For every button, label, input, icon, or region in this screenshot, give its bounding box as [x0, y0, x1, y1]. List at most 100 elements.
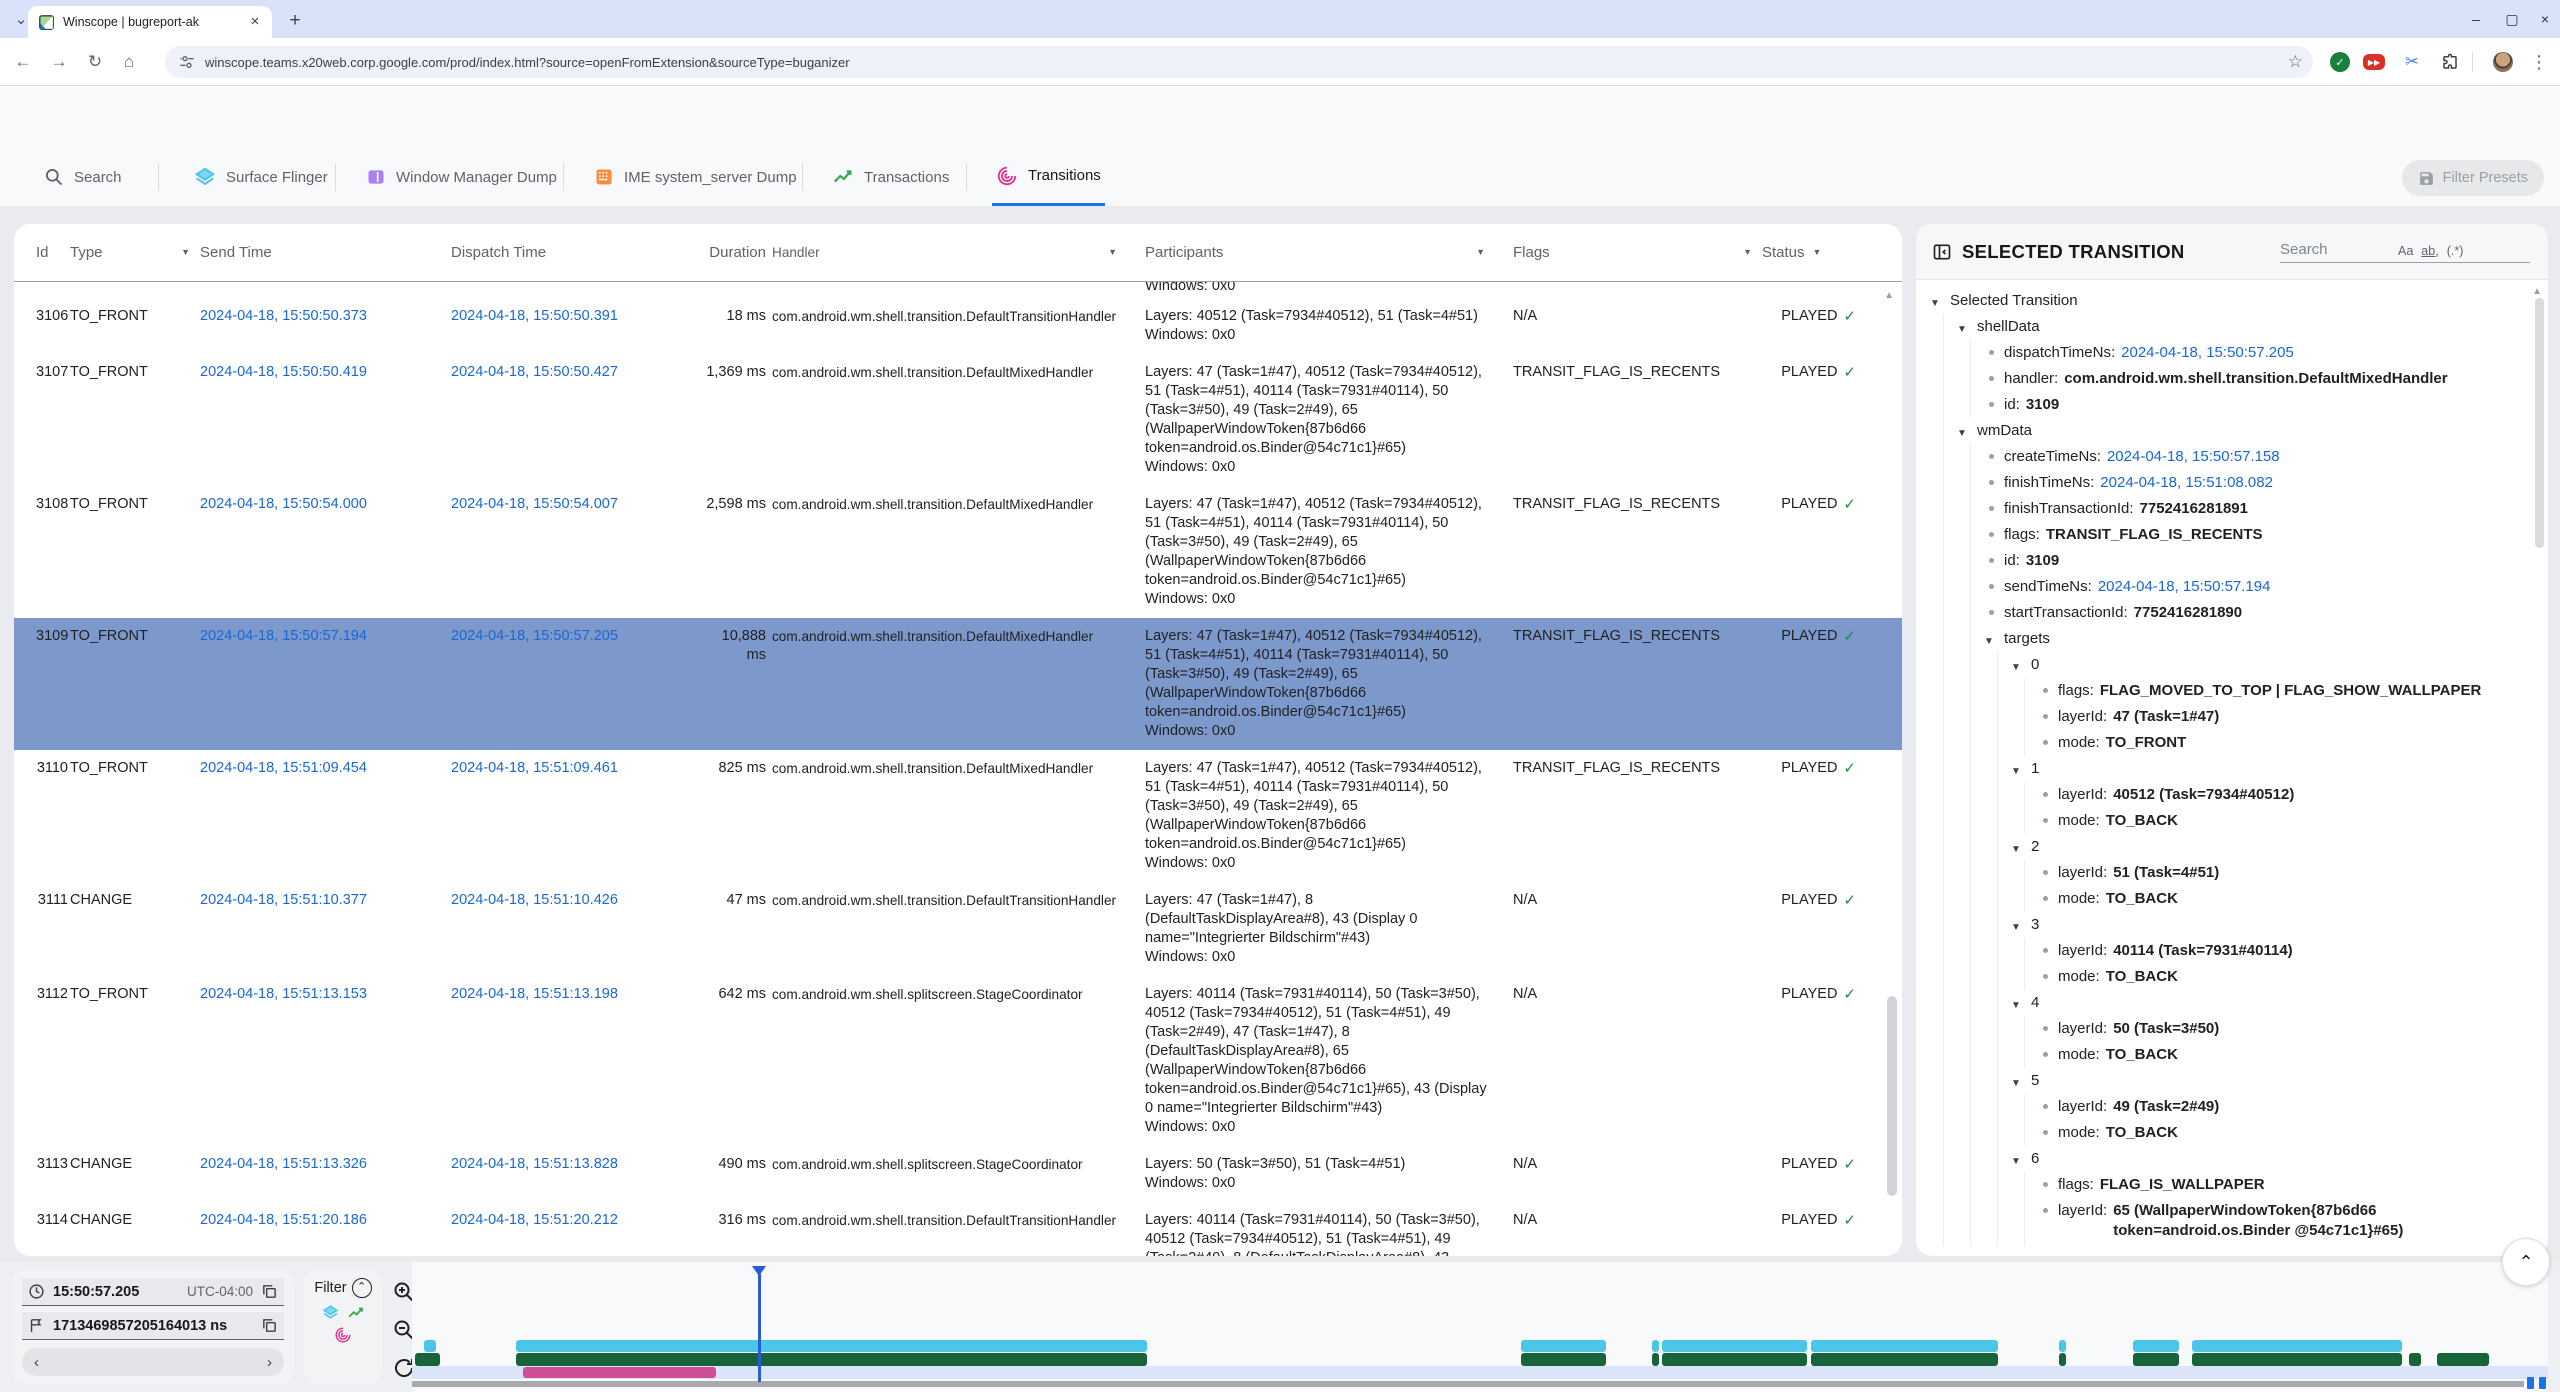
- timeline-segment-surface-flinger[interactable]: [516, 1340, 1147, 1352]
- sort-filter-arrow-icon[interactable]: ▼: [1108, 247, 1117, 257]
- timeline-segment-surface-flinger[interactable]: [2059, 1340, 2066, 1352]
- timeline-segment-surface-flinger[interactable]: [1811, 1340, 1998, 1352]
- extension-play-icon[interactable]: ▶▶: [2362, 50, 2386, 74]
- tab-close-icon[interactable]: ×: [250, 13, 260, 30]
- cell-disp[interactable]: 2024-04-18, 15:50:54.007: [451, 496, 618, 512]
- reload-icon[interactable]: ↻: [87, 52, 103, 71]
- timeline-scrollbar-handle[interactable]: [2539, 1377, 2546, 1389]
- column-header-id[interactable]: Id: [36, 243, 70, 262]
- table-row[interactable]: 3110 TO_FRONT 2024-04-18, 15:51:09.454 2024…: [14, 750, 1902, 882]
- extension-scissors-icon[interactable]: ✂: [2404, 52, 2420, 71]
- timeline-segment-surface-flinger[interactable]: [424, 1340, 436, 1352]
- tree-node[interactable]: startTransactionId: 7752416281890: [1984, 600, 2540, 626]
- regex-toggle[interactable]: (.*): [2446, 243, 2464, 258]
- cell-send[interactable]: 2024-04-18, 15:51:10.377: [200, 892, 367, 908]
- tab-search[interactable]: Search: [40, 148, 126, 206]
- column-header-type[interactable]: Type ▼: [70, 243, 200, 262]
- tree-node[interactable]: flags: FLAG_MOVED_TO_TOP | FLAG_SHOW_WALL…: [2038, 678, 2540, 704]
- tree-node[interactable]: createTimeNs: 2024-04-18, 15:50:57.158: [1984, 444, 2540, 470]
- table-row[interactable]: 3111 CHANGE 2024-04-18, 15:51:10.377 2024-0…: [14, 882, 1902, 976]
- tree-node[interactable]: layerId: 49 (Task=2#49): [2038, 1094, 2540, 1120]
- match-word-toggle[interactable]: ab,: [2421, 243, 2439, 258]
- table-row[interactable]: 3113 CHANGE 2024-04-18, 15:51:13.326 2024-0…: [14, 1146, 1902, 1202]
- cell-disp[interactable]: 2024-04-18, 15:51:09.461: [451, 760, 618, 776]
- sort-filter-arrow-icon[interactable]: ▼: [1743, 247, 1752, 257]
- url-bar[interactable]: winscope.teams.x20web.corp.google.com/pr…: [165, 46, 2313, 78]
- expand-arrow-icon[interactable]: ▼: [2011, 1156, 2021, 1167]
- search-input[interactable]: [2280, 240, 2390, 258]
- back-icon[interactable]: ←: [14, 52, 32, 71]
- timeline-segment-transactions[interactable]: [516, 1353, 1147, 1366]
- cell-send[interactable]: [200, 282, 451, 298]
- table-row[interactable]: 3106 TO_FRONT 2024-04-18, 15:50:50.373 2024…: [14, 298, 1902, 354]
- tree-node[interactable]: flags: FLAG_IS_WALLPAPER: [2038, 1172, 2540, 1198]
- timeline-segment-transactions[interactable]: [2059, 1353, 2066, 1366]
- expand-arrow-icon[interactable]: ▼: [1930, 298, 1940, 309]
- tree-node[interactable]: layerId: 50 (Task=3#50): [2038, 1016, 2540, 1042]
- collapse-filter-icon[interactable]: ⌃: [351, 1278, 372, 1298]
- timeline-segment-transactions[interactable]: [1652, 1353, 1659, 1366]
- tree-node[interactable]: layerId: 40114 (Task=7931#40114): [2038, 938, 2540, 964]
- tree-node[interactable]: mode: TO_BACK: [2038, 964, 2540, 990]
- tree-node[interactable]: flags: TRANSIT_FLAG_IS_RECENTS: [1984, 522, 2540, 548]
- tree-node[interactable]: mode: TO_FRONT: [2038, 730, 2540, 756]
- layers-icon[interactable]: [322, 1304, 339, 1321]
- nanosecond-time-field[interactable]: 1713469857205164013 ns: [22, 1312, 284, 1340]
- cell-send[interactable]: 2024-04-18, 15:51:13.153: [200, 986, 367, 1002]
- panel-scrollbar-thumb[interactable]: [2535, 298, 2544, 548]
- expand-arrow-icon[interactable]: ▼: [2011, 1000, 2021, 1011]
- tree-node[interactable]: finishTimeNs: 2024-04-18, 15:51:08.082: [1984, 470, 2540, 496]
- column-header-dispatch-time[interactable]: Dispatch Time: [451, 243, 700, 262]
- forward-icon[interactable]: →: [50, 52, 68, 71]
- table-scrollbar-up-icon[interactable]: ▲: [1884, 290, 1894, 301]
- expand-arrow-icon[interactable]: ▼: [1957, 428, 1967, 439]
- tree-node[interactable]: layerId: 40512 (Task=7934#40512): [2038, 782, 2540, 808]
- sort-filter-arrow-icon[interactable]: ▼: [1476, 247, 1485, 257]
- table-row[interactable]: Windows: 0x0: [14, 282, 1902, 298]
- tree-node[interactable]: dispatchTimeNs: 2024-04-18, 15:50:57.205: [1984, 340, 2540, 366]
- timeline-cursor-line[interactable]: [758, 1274, 761, 1382]
- tree-node[interactable]: mode: TO_BACK: [2038, 1042, 2540, 1068]
- timeline-segment-transactions[interactable]: [2409, 1353, 2421, 1366]
- tree-node[interactable]: ▼ 1: [2011, 756, 2540, 782]
- timeline-segment-surface-flinger[interactable]: [2192, 1340, 2402, 1352]
- expand-arrow-icon[interactable]: ▼: [2011, 662, 2021, 673]
- tree-node[interactable]: layerId: 65 (WallpaperWindowToken{87b6d66…: [2038, 1198, 2540, 1241]
- site-settings-icon[interactable]: [179, 54, 195, 70]
- table-row[interactable]: 3114 CHANGE 2024-04-18, 15:51:20.186 2024-0…: [14, 1202, 1902, 1256]
- transitions-swirl-icon[interactable]: [334, 1326, 352, 1344]
- human-time-field[interactable]: 15:50:57.205 UTC-04:00: [22, 1278, 284, 1306]
- cell-disp[interactable]: 2024-04-18, 15:51:13.828: [451, 1156, 618, 1172]
- cell-disp[interactable]: 2024-04-18, 15:51:13.198: [451, 986, 618, 1002]
- extension-check-icon[interactable]: ✓: [2328, 50, 2352, 74]
- timeline-segment-transactions[interactable]: [2437, 1353, 2489, 1366]
- copy-icon[interactable]: [261, 1283, 278, 1300]
- timeline-segment-transactions[interactable]: [2192, 1353, 2402, 1366]
- window-maximize-button[interactable]: ▢: [2505, 11, 2519, 27]
- bookmark-star-icon[interactable]: ☆: [2287, 52, 2303, 71]
- timeline-segment-surface-flinger[interactable]: [2133, 1340, 2179, 1352]
- column-header-handler[interactable]: Handler ▼: [766, 243, 1127, 262]
- timeline-cursor-head[interactable]: [752, 1266, 766, 1276]
- extensions-puzzle-icon[interactable]: [2438, 50, 2462, 74]
- cell-send[interactable]: 2024-04-18, 15:50:50.419: [200, 364, 367, 380]
- copy-icon[interactable]: [261, 1317, 278, 1334]
- browser-tab[interactable]: Winscope | bugreport-ak ×: [28, 6, 272, 38]
- profile-avatar[interactable]: [2491, 50, 2515, 74]
- timeline-segment-surface-flinger[interactable]: [1652, 1340, 1659, 1352]
- table-row[interactable]: 3108 TO_FRONT 2024-04-18, 15:50:54.000 2024…: [14, 486, 1902, 618]
- window-minimize-button[interactable]: –: [2472, 11, 2480, 27]
- tree-node[interactable]: ▼ 3: [2011, 912, 2540, 938]
- tree-node[interactable]: id: 3109: [1984, 392, 2540, 418]
- tree-node[interactable]: ▼ Selected Transition: [1930, 288, 2540, 314]
- tree-node[interactable]: mode: TO_BACK: [2038, 1120, 2540, 1146]
- tree-node[interactable]: sendTimeNs: 2024-04-18, 15:50:57.194: [1984, 574, 2540, 600]
- tab-surface-flinger[interactable]: Surface Flinger: [190, 148, 332, 206]
- sort-filter-arrow-icon[interactable]: ▼: [1812, 247, 1822, 257]
- tree-node[interactable]: ▼ targets: [1984, 626, 2540, 652]
- cell-send[interactable]: 2024-04-18, 15:51:09.454: [200, 760, 367, 776]
- tree-node[interactable]: id: 3109: [1984, 548, 2540, 574]
- column-header-duration[interactable]: Duration: [700, 243, 766, 262]
- tree-node[interactable]: mode: TO_FRONT: [2038, 1241, 2540, 1246]
- table-row[interactable]: 3107 TO_FRONT 2024-04-18, 15:50:50.419 2024…: [14, 354, 1902, 486]
